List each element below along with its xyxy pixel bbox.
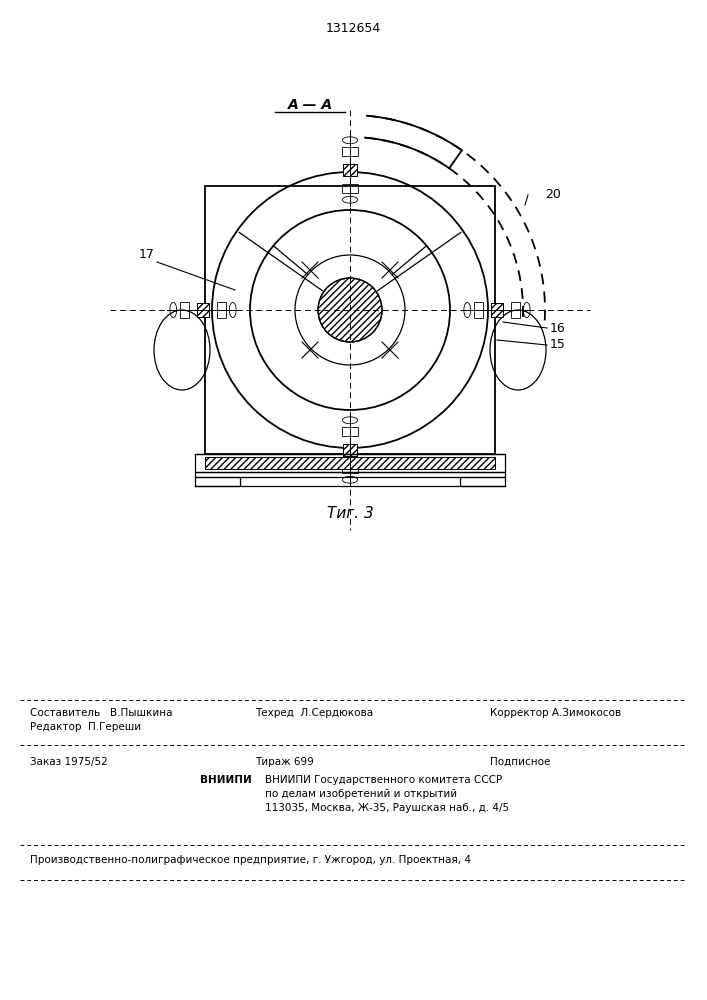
Text: по делам изобретений и открытий: по делам изобретений и открытий: [265, 789, 457, 799]
Text: 20: 20: [545, 188, 561, 202]
Text: 1312654: 1312654: [325, 22, 380, 35]
Polygon shape: [205, 457, 495, 469]
Polygon shape: [343, 164, 357, 176]
Text: Тираж 699: Тираж 699: [255, 757, 314, 767]
Text: Составитель   В.Пышкина: Составитель В.Пышкина: [30, 708, 173, 718]
Text: Редактор  П.Гереши: Редактор П.Гереши: [30, 722, 141, 732]
Text: Подписное: Подписное: [490, 757, 550, 767]
Text: A — A: A — A: [288, 98, 332, 112]
Circle shape: [318, 278, 382, 342]
Polygon shape: [343, 444, 357, 456]
Text: 16: 16: [550, 322, 566, 334]
Text: ВНИИПИ Государственного комитета СССР: ВНИИПИ Государственного комитета СССР: [265, 775, 502, 785]
Text: ВНИИПИ: ВНИИПИ: [200, 775, 252, 785]
Polygon shape: [491, 303, 503, 317]
Text: 113035, Москва, Ж-35, Раушская наб., д. 4/5: 113035, Москва, Ж-35, Раушская наб., д. …: [265, 803, 509, 813]
Text: 15: 15: [550, 338, 566, 352]
Polygon shape: [197, 303, 209, 317]
Text: Заказ 1975/52: Заказ 1975/52: [30, 757, 107, 767]
Text: Техред  Л.Сердюкова: Техред Л.Сердюкова: [255, 708, 373, 718]
Text: 17: 17: [139, 248, 155, 261]
Text: Производственно-полиграфическое предприятие, г. Ужгород, ул. Проектная, 4: Производственно-полиграфическое предприя…: [30, 855, 471, 865]
Text: Корректор А.Зимокосов: Корректор А.Зимокосов: [490, 708, 621, 718]
Text: Τиг. 3: Τиг. 3: [327, 506, 373, 521]
